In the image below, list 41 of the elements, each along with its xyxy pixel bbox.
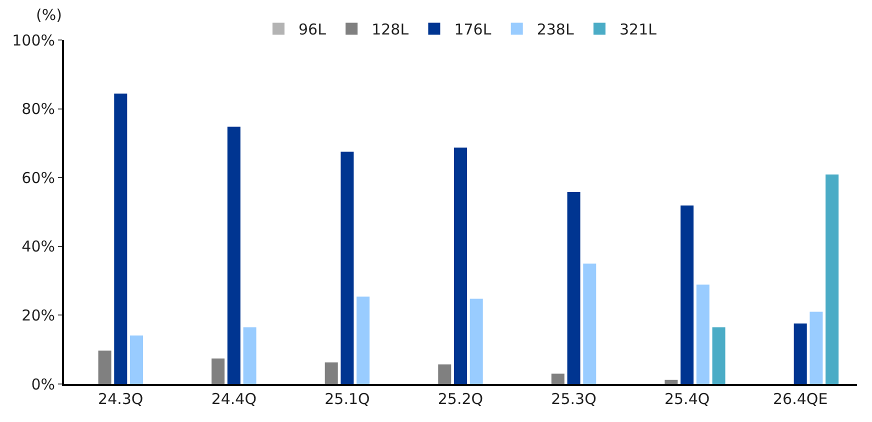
bar xyxy=(114,94,128,384)
legend-label: 321L xyxy=(619,20,658,39)
x-tick-label: 25.3Q xyxy=(551,390,596,408)
x-tick-label: 25.1Q xyxy=(324,390,370,408)
y-tick-label: 100% xyxy=(12,31,55,50)
bar xyxy=(696,284,710,384)
bar xyxy=(551,374,564,384)
bar xyxy=(340,152,354,384)
bar xyxy=(227,126,240,384)
bar xyxy=(324,362,338,384)
x-tick-label: 25.2Q xyxy=(438,390,484,408)
y-tick-label: 0% xyxy=(31,375,55,394)
legend-label: 128L xyxy=(372,20,410,39)
bar xyxy=(212,358,225,384)
bar xyxy=(438,364,452,384)
y-tick-label: 80% xyxy=(22,100,55,118)
x-tick-label: 26.4QE xyxy=(773,390,828,408)
bar xyxy=(470,298,483,384)
bar xyxy=(712,327,726,384)
bar xyxy=(130,336,144,384)
legend-label: 176L xyxy=(454,20,492,39)
y-tick-label: 60% xyxy=(22,168,55,187)
y-tick-label: 40% xyxy=(22,238,55,256)
x-tick-label: 24.3Q xyxy=(98,390,144,408)
bar xyxy=(356,296,370,384)
x-tick-label: 25.4Q xyxy=(664,390,710,408)
y-axis-title: (%) xyxy=(36,6,62,24)
bar xyxy=(98,350,112,384)
bar xyxy=(567,192,580,384)
bar xyxy=(454,148,467,384)
y-tick-label: 20% xyxy=(22,306,55,324)
bar xyxy=(583,264,596,384)
legend-label: 238L xyxy=(536,20,574,39)
bar xyxy=(664,380,678,384)
bar xyxy=(243,327,256,384)
legend-label: 96L xyxy=(298,20,327,39)
bar xyxy=(826,174,839,384)
x-tick-label: 24.4Q xyxy=(211,390,257,408)
bar xyxy=(810,312,823,384)
bar xyxy=(680,205,694,384)
bar xyxy=(794,323,807,384)
